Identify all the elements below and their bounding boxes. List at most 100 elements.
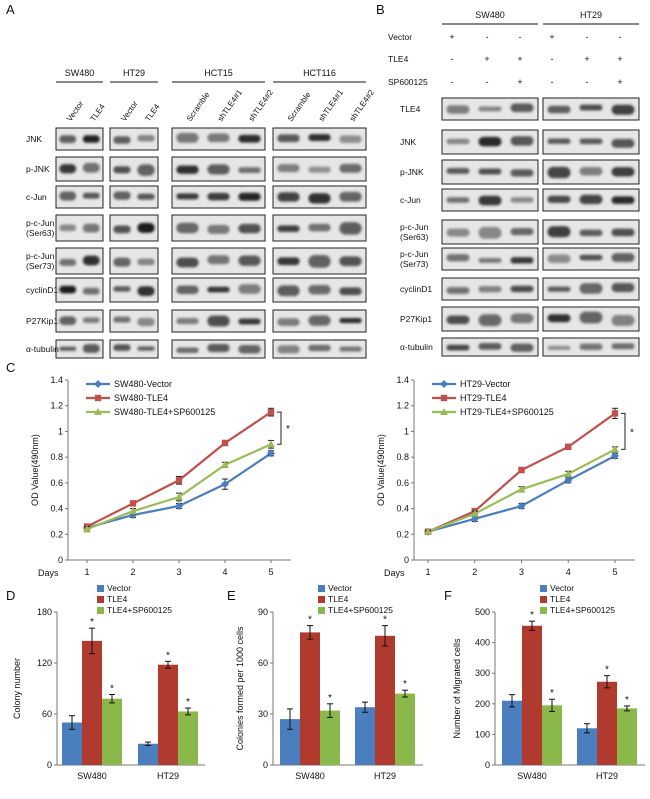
y-axis-label: Colonies formed per 1000 cells xyxy=(235,626,245,751)
blot-a-row-3 xyxy=(55,214,104,242)
blot-band xyxy=(510,343,534,352)
point-marker xyxy=(470,514,479,523)
blot-a-row-3 xyxy=(171,214,266,242)
treatment-sign: - xyxy=(519,32,522,42)
row-label-b-8: α-tubulin xyxy=(400,342,433,352)
blot-band xyxy=(510,257,534,264)
blot-frame xyxy=(109,127,159,151)
blot-band xyxy=(176,193,199,200)
blot-a-row-0 xyxy=(55,127,104,151)
point-marker xyxy=(424,527,432,535)
lane-label: Scramble xyxy=(286,90,313,123)
row-label-a-5: cyclinD1 xyxy=(26,285,58,295)
treatment-label-2: SP600125 xyxy=(388,77,428,87)
y-tick-label: 1 xyxy=(404,426,409,436)
legend-label: TLE4+SP600125 xyxy=(328,605,393,615)
y-tick-label: 0 xyxy=(47,760,52,770)
point-marker xyxy=(175,493,183,500)
blot-a-row-3 xyxy=(272,214,367,242)
row-label-b-3-line: c-Jun xyxy=(400,195,421,205)
treatment-sign: - xyxy=(551,77,554,87)
row-label-a-2: c-Jun xyxy=(26,192,47,202)
point-marker xyxy=(518,466,525,474)
row-label-a-0-line: JNK xyxy=(26,134,42,144)
treatment-sign: - xyxy=(451,77,454,87)
row-label-b-7-line: P27Kip1 xyxy=(400,314,432,324)
blot-band xyxy=(308,193,331,204)
y-tick-label: 60 xyxy=(258,658,268,668)
blot-band xyxy=(59,285,77,294)
blot-band xyxy=(478,136,502,147)
blot-band xyxy=(277,285,300,297)
blot-b-row-1 xyxy=(542,129,640,155)
blot-band xyxy=(478,227,502,239)
y-tick-label: 0 xyxy=(485,760,490,770)
blot-band xyxy=(308,254,331,268)
series-line-0 xyxy=(86,452,272,529)
blot-a-row-1 xyxy=(272,156,367,182)
blot-band xyxy=(339,191,362,202)
panel-letter-a: A xyxy=(6,2,15,17)
blot-b-row-3 xyxy=(441,188,539,212)
row-label-b-1: JNK xyxy=(400,137,416,147)
row-label-b-0: TLE4 xyxy=(400,104,421,114)
point-marker xyxy=(175,477,183,484)
blot-band xyxy=(113,166,131,174)
blot-band xyxy=(611,196,635,204)
blot-a-row-5 xyxy=(109,277,159,303)
x-tick-label: 3 xyxy=(176,567,181,577)
blot-band xyxy=(308,315,331,326)
y-axis-label: Number of Migrated cells xyxy=(452,638,462,739)
y-tick-label: 60 xyxy=(42,709,52,719)
blot-b-row-2 xyxy=(542,159,640,185)
point-marker xyxy=(564,476,573,485)
blot-band xyxy=(207,286,230,293)
y-axis-label: OD Value(490nm) xyxy=(30,434,40,506)
blot-band xyxy=(446,105,470,114)
blot-band xyxy=(137,193,155,200)
blot-a-row-7 xyxy=(171,339,266,359)
blot-a-row-6 xyxy=(171,309,266,333)
point-marker xyxy=(94,408,102,415)
y-tick-label: 100 xyxy=(475,729,490,739)
significance-star: * xyxy=(166,650,170,661)
y-tick-label: 0.6 xyxy=(396,478,409,488)
blot-band xyxy=(277,318,300,326)
legend-label: TLE4 xyxy=(550,594,571,604)
blot-a-row-2 xyxy=(109,185,159,209)
blot-band xyxy=(611,228,635,237)
blot-band xyxy=(113,257,131,267)
row-label-b-5-line: p-c-Jun xyxy=(400,249,429,259)
blot-a-row-2 xyxy=(55,185,104,209)
y-tick-label: 0.6 xyxy=(50,478,63,488)
row-label-a-7-line: α-tubulin xyxy=(26,344,59,354)
bar-0 xyxy=(138,743,158,765)
bar-chart-E: E 0 30 60 90 Colonies formed per 1000 cells SW… xyxy=(227,583,423,781)
blot-a-row-7 xyxy=(272,339,367,359)
y-tick-label: 0 xyxy=(263,760,268,770)
bar-2 xyxy=(102,698,122,765)
blot-band xyxy=(308,284,331,295)
blot-band xyxy=(446,138,470,145)
blot-band xyxy=(611,104,635,115)
blot-band xyxy=(478,106,502,112)
blot-a-group-0: SW480 xyxy=(65,68,95,78)
row-label-b-6: cyclinD1 xyxy=(400,284,432,294)
blot-band xyxy=(510,197,534,203)
bar-1 xyxy=(522,625,542,765)
blot-band xyxy=(579,229,603,237)
treatment-sign: - xyxy=(551,54,554,64)
legend-label: HT29-TLE4+SP600125 xyxy=(460,407,554,417)
blot-band xyxy=(137,222,155,233)
row-label-b-8-line: α-tubulin xyxy=(400,342,433,352)
row-label-a-6: P27Kip1 xyxy=(26,316,58,326)
blot-band xyxy=(579,138,603,145)
lane-label: TLE4 xyxy=(89,102,108,123)
blot-band xyxy=(113,225,131,234)
x-tick-label: 1 xyxy=(425,567,430,577)
x-tick-label: HT29 xyxy=(596,771,618,781)
point-marker xyxy=(611,410,619,417)
y-tick-label: 1.4 xyxy=(396,375,409,385)
blot-band xyxy=(308,134,331,142)
series-line-2 xyxy=(86,443,272,531)
